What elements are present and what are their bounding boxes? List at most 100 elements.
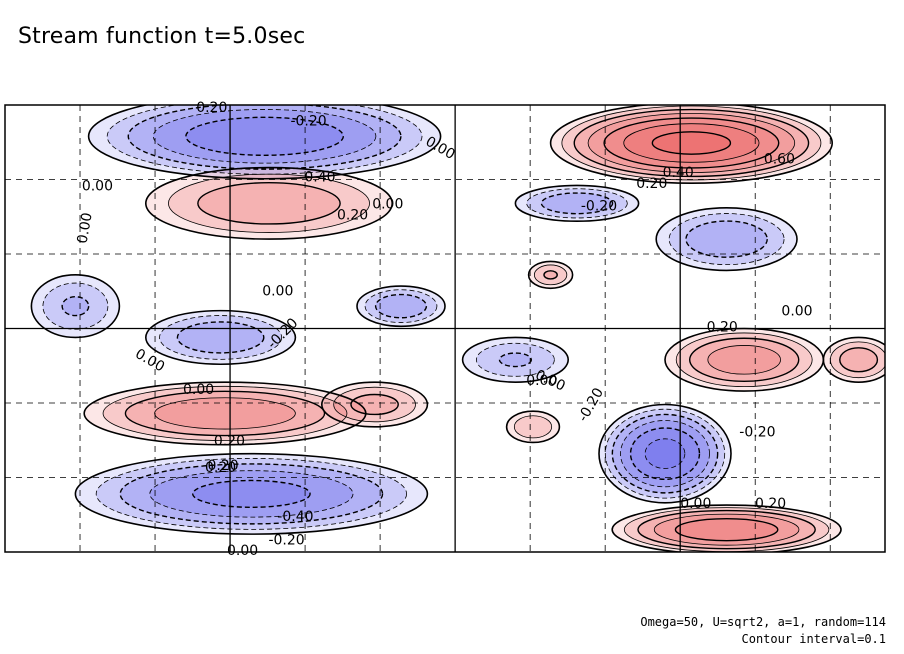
contour-label: 0.00 xyxy=(423,134,458,163)
contour-line-positive-6-0 xyxy=(675,332,813,388)
contour-line-negative-5-0 xyxy=(145,309,297,366)
contour-line-positive-1-0 xyxy=(623,123,760,163)
contour-fill-positive-10-0 xyxy=(350,394,399,415)
contour-line-positive-2-0 xyxy=(197,181,341,225)
contour-fill-negative-12-0 xyxy=(75,453,428,535)
contour-fill-positive-2-0 xyxy=(197,182,341,224)
contour-label: -0.20 xyxy=(739,424,775,440)
contour-fill-negative-12-0 xyxy=(149,470,354,518)
contour-line-negative-0-0 xyxy=(152,109,377,164)
contour-line-positive-13-0 xyxy=(637,509,816,550)
contour-fill-positive-1-0 xyxy=(574,109,809,177)
contour-fill-positive-1-0 xyxy=(561,105,821,181)
contour-fill-negative-3-0 xyxy=(541,193,613,214)
contour-line-negative-5-1 xyxy=(356,285,446,328)
contour-line-negative-12-0 xyxy=(119,463,384,525)
contour-line-positive-1-0 xyxy=(561,105,822,181)
contour-label: 0.00 xyxy=(526,373,557,389)
contour-line-negative-3-0 xyxy=(526,188,628,219)
contour-line-positive-10-0 xyxy=(333,386,416,423)
contour-line-negative-4-0 xyxy=(30,274,121,339)
contour-line-negative-3-1 xyxy=(685,220,768,258)
contour-line-negative-8-0 xyxy=(461,336,570,383)
contour-fill-positive-2-0 xyxy=(145,167,393,240)
contour-fill-negative-0-0 xyxy=(88,105,441,179)
contour-fill-positive-6-0 xyxy=(689,338,799,382)
contour-fill-positive-1-0 xyxy=(604,118,779,168)
contour-fill-positive-6-0 xyxy=(676,332,813,387)
contour-fill-negative-5-1 xyxy=(357,286,445,327)
contour-line-positive-1-0 xyxy=(573,108,810,178)
contour-fill-positive-1-0 xyxy=(588,113,795,173)
parameter-footnote: Omega=50, U=sqrt2, a=1, random=114 xyxy=(640,615,886,629)
contour-line-positive-2-0 xyxy=(168,173,370,233)
contour-label: 0.20 xyxy=(707,319,738,335)
contour-label: 0.60 xyxy=(764,152,795,168)
contour-line-negative-5-1 xyxy=(364,289,438,323)
contour-line-positive-10-0 xyxy=(350,393,399,416)
contour-line-negative-0-0 xyxy=(87,105,442,180)
plot-frame xyxy=(4,104,886,553)
contour-fill-negative-4-0 xyxy=(42,283,108,330)
contour-label: 0.20 xyxy=(636,176,667,192)
contour-line-positive-1-0 xyxy=(603,117,780,169)
contour-line-negative-4-0 xyxy=(42,282,109,330)
contour-fill-negative-8-0 xyxy=(499,353,532,367)
contour-line-positive-13-0 xyxy=(674,517,779,542)
contour-line-negative-3-0 xyxy=(514,184,640,223)
contour-line-positive-6-0 xyxy=(707,345,781,375)
contour-label: 0.20 xyxy=(755,496,786,512)
contour-label: 0.20 xyxy=(337,208,368,224)
contour-fill-positive-9-0 xyxy=(154,397,296,430)
contour-fill-negative-11-0 xyxy=(605,409,725,499)
contour-line-positive-15-0 xyxy=(505,410,561,444)
contour-label: -0.40 xyxy=(277,509,313,525)
contour-label: -0.40 xyxy=(299,170,335,186)
contour-fill-positive-13-0 xyxy=(675,518,778,541)
contour-label: 0.00 xyxy=(680,496,711,512)
contour-line-positive-15-0 xyxy=(513,415,553,439)
contour-label: 0.00 xyxy=(372,196,403,212)
contour-line-positive-14-0 xyxy=(527,260,574,290)
contour-label: 0.00 xyxy=(262,284,293,300)
contour-fill-positive-14-0 xyxy=(543,270,558,279)
contour-line-positive-10-0 xyxy=(321,381,429,428)
contour-fill-positive-1-0 xyxy=(550,105,833,184)
contour-label: 0.20 xyxy=(205,460,236,476)
contour-label-layer: 0.20-0.200.00-0.400.000.200.000.000.600.… xyxy=(75,100,813,559)
contour-line-negative-8-0 xyxy=(476,342,555,377)
contour-label: -0.20 xyxy=(581,199,617,215)
contour-fill-positive-6-0 xyxy=(707,345,781,375)
contour-fill-positive-7-0 xyxy=(839,347,878,372)
contour-line-positive-2-0 xyxy=(145,166,393,240)
contour-fill-negative-0-0 xyxy=(128,105,401,170)
contour-fill-negative-4-0 xyxy=(31,274,120,338)
contour-fill-positive-13-0 xyxy=(637,510,816,549)
contour-line-positive-9-0 xyxy=(154,397,296,430)
contour-fill-positive-7-0 xyxy=(823,337,885,383)
contour-fill-negative-8-0 xyxy=(462,337,569,383)
contour-line-negative-12-0 xyxy=(192,479,311,509)
contour-line-positive-9-0 xyxy=(102,385,348,441)
contour-line-negative-11-0 xyxy=(611,413,719,494)
contour-fill-negative-11-0 xyxy=(612,414,718,493)
contour-fill-negative-0-0 xyxy=(185,117,344,156)
contour-fill-positive-15-0 xyxy=(514,415,552,438)
contour-line-positive-7-0 xyxy=(822,336,885,383)
contour-fill-negative-5-0 xyxy=(177,321,264,353)
contour-fill-positive-14-0 xyxy=(534,264,567,285)
contour-line-negative-3-0 xyxy=(540,192,614,215)
contour-label: 0.40 xyxy=(663,165,694,181)
contour-line-negative-12-0 xyxy=(74,452,429,535)
contour-line-layer xyxy=(30,105,885,552)
contour-line-negative-12-0 xyxy=(149,470,354,518)
contour-fill-positive-6-0 xyxy=(665,328,824,392)
contour-line-positive-1-0 xyxy=(587,113,796,173)
contour-line-negative-5-0 xyxy=(159,315,283,360)
contour-fill-positive-1-0 xyxy=(652,131,731,155)
contour-line-negative-5-1 xyxy=(374,293,428,319)
contour-line-negative-11-0 xyxy=(598,403,732,504)
contour-line-positive-7-0 xyxy=(839,347,879,373)
contour-label: 0.00 xyxy=(82,178,113,194)
